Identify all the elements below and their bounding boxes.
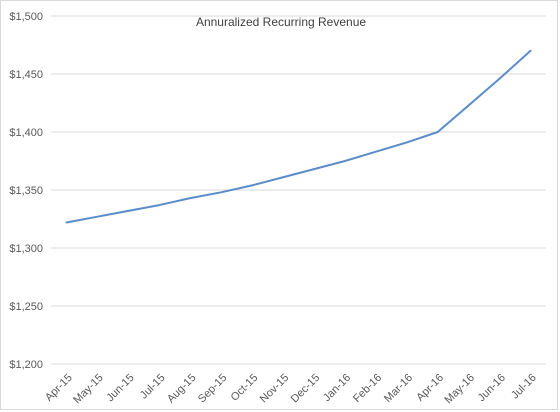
series-line xyxy=(65,49,532,224)
series-layer xyxy=(65,49,532,224)
gridlines xyxy=(51,15,546,365)
x-tick-label: Feb-16 xyxy=(351,372,384,405)
y-tick-label: $1,350 xyxy=(9,185,43,197)
y-tick-label: $1,400 xyxy=(9,127,43,139)
x-tick-label: Nov-15 xyxy=(258,372,292,406)
y-axis-ticks: $1,200 $1,250 $1,300 $1,350 $1,400 $1,450 $1,5… xyxy=(9,11,43,371)
x-tick-label: May-15 xyxy=(71,372,105,406)
x-tick-label: Oct-15 xyxy=(229,372,261,404)
y-tick-label: $1,500 xyxy=(9,11,43,23)
x-tick-label: Mar-16 xyxy=(382,372,415,405)
x-tick-label: Jul-15 xyxy=(138,372,168,402)
y-tick-label: $1,300 xyxy=(9,243,43,255)
x-tick-label: Jun-16 xyxy=(476,372,508,404)
x-tick-label: May-16 xyxy=(443,372,477,406)
x-tick-label: Jun-15 xyxy=(104,372,136,404)
chart-title: Annuralized Recurring Revenue xyxy=(196,15,366,29)
x-tick-label: Dec-15 xyxy=(289,372,323,406)
y-tick-label: $1,250 xyxy=(9,301,43,313)
x-tick-label: Aug-15 xyxy=(165,372,199,406)
x-tick-label: Apr-16 xyxy=(414,372,446,404)
y-tick-label: $1,200 xyxy=(9,359,43,371)
x-tick-label: Sep-15 xyxy=(196,372,230,406)
x-tick-label: Apr-15 xyxy=(43,372,75,404)
x-tick-label: Jul-16 xyxy=(509,372,539,402)
x-tick-label: Jan-16 xyxy=(321,372,353,404)
y-tick-label: $1,450 xyxy=(9,69,43,81)
